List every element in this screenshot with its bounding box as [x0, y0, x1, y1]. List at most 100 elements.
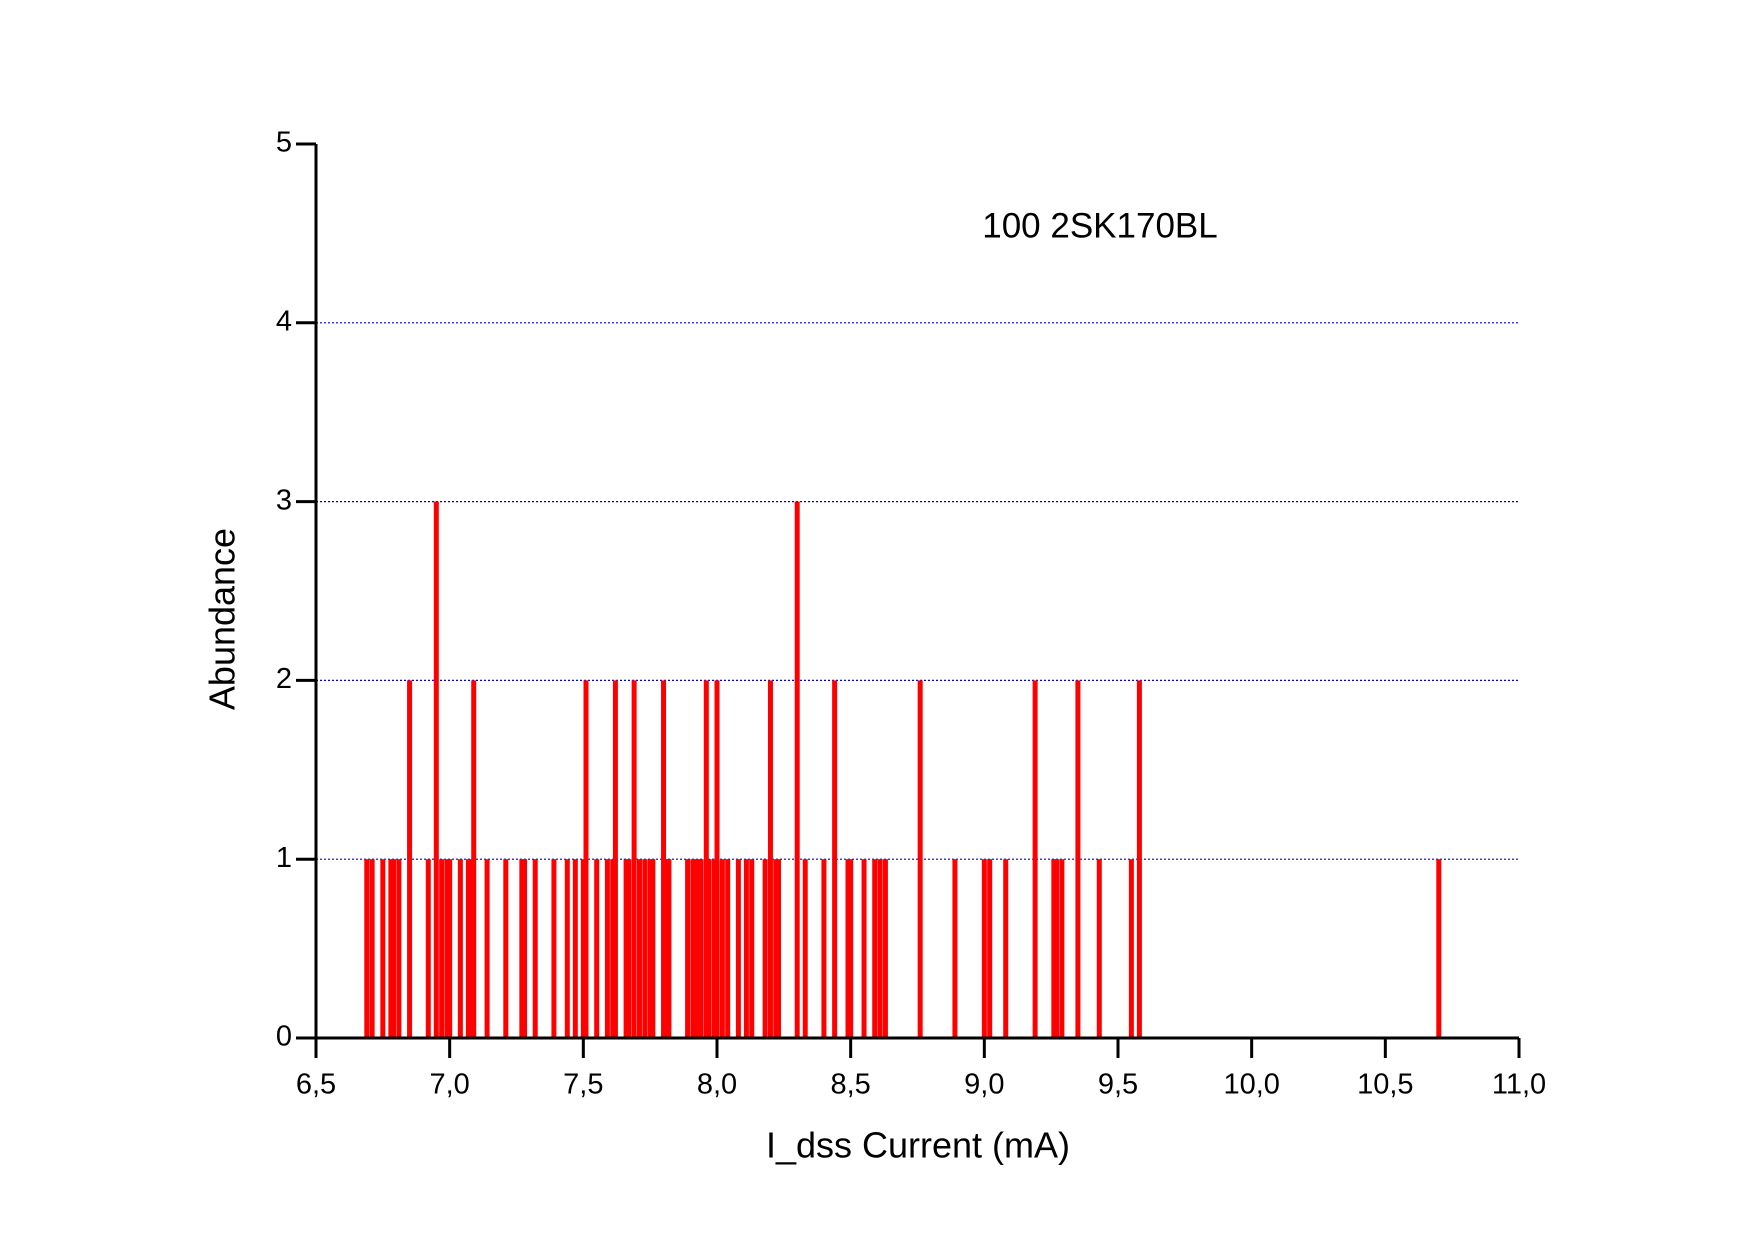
bar [433, 501, 439, 1039]
x-axis-title: I_dss Current (mA) [766, 1125, 1070, 1166]
bar [1136, 680, 1142, 1038]
bar [519, 859, 525, 1038]
bar [391, 859, 397, 1038]
bar [685, 859, 691, 1038]
x-tick-label: 6,5 [296, 1069, 336, 1101]
bar [749, 859, 755, 1038]
bar [706, 859, 712, 1038]
bar [532, 859, 538, 1038]
bar [1003, 859, 1009, 1038]
x-tick-label: 9,0 [964, 1069, 1004, 1101]
bar [380, 859, 386, 1038]
bar [594, 859, 600, 1038]
bar [369, 859, 375, 1038]
bar [407, 680, 413, 1038]
bar [663, 859, 669, 1038]
bar [882, 859, 888, 1038]
bar [1436, 859, 1442, 1038]
bar [444, 859, 450, 1038]
bar [719, 859, 725, 1038]
bar [642, 859, 648, 1038]
bar [650, 859, 656, 1038]
bar [439, 859, 445, 1038]
bar [396, 859, 402, 1038]
bar [1051, 859, 1057, 1038]
x-tick-label: 7,5 [563, 1069, 603, 1101]
bar [877, 859, 883, 1038]
bar [364, 859, 370, 1038]
bar [767, 680, 773, 1038]
x-tick-label: 9,5 [1098, 1069, 1138, 1101]
bar [735, 859, 741, 1038]
bar [564, 859, 570, 1038]
bar [580, 859, 586, 1038]
bar [794, 501, 800, 1039]
bar [484, 859, 490, 1038]
bar [861, 859, 867, 1038]
bar [551, 859, 557, 1038]
bar [872, 859, 878, 1038]
bar [848, 859, 854, 1038]
bar [1032, 680, 1038, 1038]
x-tick-label: 7,0 [430, 1069, 470, 1101]
bar [981, 859, 987, 1038]
bar [457, 859, 463, 1038]
bar [1054, 859, 1060, 1038]
bar [661, 680, 667, 1038]
bar [1059, 859, 1065, 1038]
bar [695, 859, 701, 1038]
annotation: 100 2SK170BL [982, 206, 1217, 245]
x-tick-label: 10,0 [1223, 1069, 1279, 1101]
bar [987, 859, 993, 1038]
y-tick-label: 1 [276, 842, 292, 874]
bar [743, 859, 749, 1038]
bar [725, 859, 731, 1038]
x-tick-label: 8,5 [831, 1069, 871, 1101]
bar [845, 859, 851, 1038]
y-tick-label: 4 [276, 305, 292, 337]
x-tick-label: 11,0 [1492, 1069, 1546, 1101]
bar [647, 859, 653, 1038]
bar [522, 859, 528, 1038]
x-tick-label: 8,0 [697, 1069, 737, 1101]
bar [465, 859, 471, 1038]
bar [711, 859, 717, 1038]
y-tick-label: 2 [276, 663, 292, 695]
bar [1128, 859, 1134, 1038]
bar [631, 680, 637, 1038]
bar [468, 859, 474, 1038]
x-tick-label: 10,5 [1357, 1069, 1413, 1101]
bar [775, 859, 781, 1038]
y-axis-title: Abundance [202, 528, 243, 710]
bar [583, 680, 589, 1038]
bar [698, 859, 704, 1038]
bar [1096, 859, 1102, 1038]
bar [425, 859, 431, 1038]
bar [612, 680, 618, 1038]
bar [693, 859, 699, 1038]
bar [388, 859, 394, 1038]
bar [503, 859, 509, 1038]
y-tick-label: 5 [276, 127, 292, 159]
bar [626, 859, 632, 1038]
bar [714, 680, 720, 1038]
bar [666, 859, 672, 1038]
bar [690, 859, 696, 1038]
bar [762, 859, 768, 1038]
bar [802, 859, 808, 1038]
bar [917, 680, 923, 1038]
bar [952, 859, 958, 1038]
bar [832, 680, 838, 1038]
bar [636, 859, 642, 1038]
bar [604, 859, 610, 1038]
bar [821, 859, 827, 1038]
bar [703, 680, 709, 1038]
bar [1075, 680, 1081, 1038]
bar [471, 680, 477, 1038]
bar [572, 859, 578, 1038]
y-tick-label: 3 [276, 484, 292, 516]
bar [447, 859, 453, 1038]
bar [773, 859, 779, 1038]
